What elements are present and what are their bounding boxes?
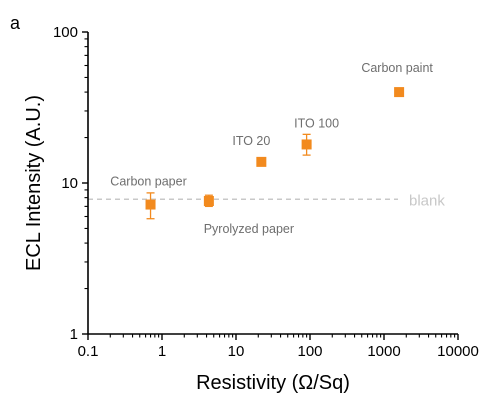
marker-ito-20 <box>256 156 267 167</box>
x-tick-label: 1 <box>158 343 166 360</box>
label-ito-20: ITO 20 <box>232 134 270 148</box>
label-carbon-paint: Carbon paint <box>361 61 433 75</box>
blank-label: blank <box>409 192 445 209</box>
marker-ito-100 <box>301 139 312 150</box>
label-ito-100: ITO 100 <box>294 116 339 130</box>
data-points <box>145 87 405 220</box>
panel-label: a <box>10 13 21 33</box>
label-pyrolyzed-paper: Pyrolyzed paper <box>204 222 294 236</box>
x-tick-label: 10000 <box>437 343 479 360</box>
x-tick-label: 0.1 <box>78 343 99 360</box>
x-tick-label: 100 <box>297 343 322 360</box>
x-axis-title: Resistivity (Ω/Sq) <box>196 372 350 394</box>
x-tick-label: 1000 <box>367 343 400 360</box>
y-axis-title: ECL Intensity (A.U.) <box>23 95 45 271</box>
x-tick-label: 10 <box>228 343 245 360</box>
y-tick-label: 100 <box>53 24 78 41</box>
point-labels: Carbon paper Pyrolyzed paper ITO 20 ITO 100… <box>110 61 433 236</box>
y-tick-label: 1 <box>70 326 78 343</box>
label-carbon-paper: Carbon paper <box>110 175 186 189</box>
marker-carbon-paper <box>145 199 156 210</box>
marker-pyrolyzed-paper <box>203 195 214 206</box>
reference-layer: blank <box>88 192 445 209</box>
marker-carbon-paint <box>394 87 405 98</box>
y-tick-label: 10 <box>61 175 78 192</box>
